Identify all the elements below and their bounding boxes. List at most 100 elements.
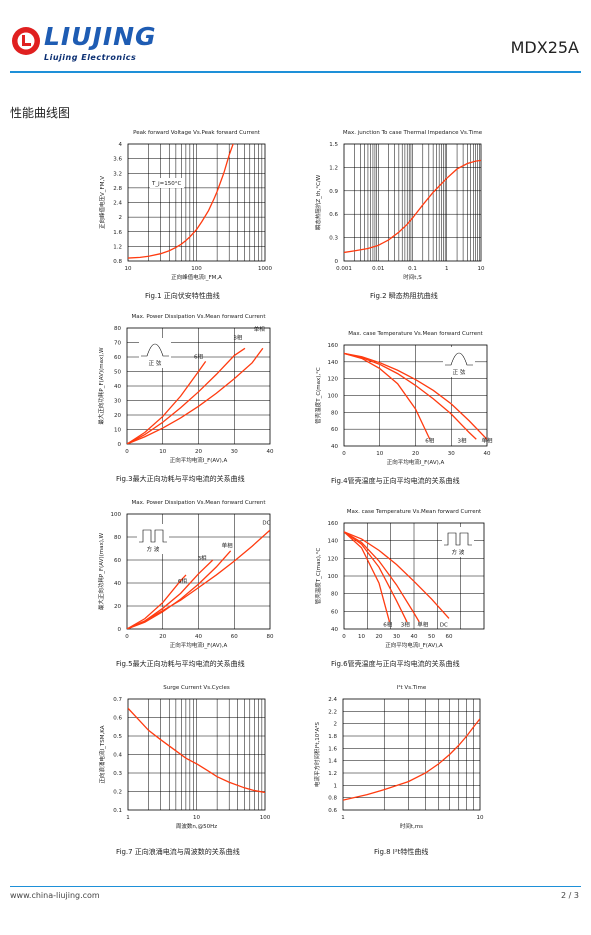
x-tick-label: 100 bbox=[191, 266, 202, 272]
x-tick-label: 80 bbox=[267, 634, 274, 640]
y-tick-label: 0 bbox=[118, 627, 122, 633]
y-tick-label: 0.4 bbox=[113, 753, 122, 759]
plot-frame bbox=[342, 698, 481, 811]
x-tick-label: 10 bbox=[376, 451, 383, 457]
x-axis-label: 正向平均电流I_F(AV),A bbox=[387, 458, 445, 466]
chart-title: I²t Vs.Time bbox=[397, 684, 427, 691]
series-line-6相 bbox=[127, 574, 187, 629]
y-tick-label: 30 bbox=[114, 399, 121, 405]
x-tick-label: 0.1 bbox=[408, 266, 417, 272]
y-tick-label: 80 bbox=[331, 592, 338, 598]
y-tick-label: 100 bbox=[111, 512, 122, 518]
x-axis-label: 时间t,S bbox=[403, 273, 422, 281]
company-logo: LIUJING Liujing Electronics bbox=[10, 22, 156, 63]
series-label: 单相 bbox=[254, 325, 266, 333]
footer-divider bbox=[10, 886, 581, 887]
x-tick-label: 40 bbox=[195, 634, 202, 640]
chart-title: Surge Current Vs.Cycles bbox=[163, 685, 230, 691]
x-tick-label: 10 bbox=[358, 634, 365, 640]
y-tick-label: 3.6 bbox=[113, 157, 122, 163]
y-axis-label: 最大正向功耗P_F(AV)(max),W bbox=[97, 347, 105, 425]
y-tick-label: 2.4 bbox=[328, 697, 337, 703]
y-tick-label: 1.2 bbox=[113, 244, 122, 250]
series-label: DC bbox=[440, 622, 448, 628]
series-label: 6相 bbox=[178, 577, 187, 585]
y-tick-label: 0.6 bbox=[113, 716, 122, 722]
y-tick-label: 40 bbox=[114, 384, 121, 390]
brand-name: LIUJING bbox=[44, 22, 157, 51]
x-tick-label: 10 bbox=[193, 815, 200, 821]
section-title: 性能曲线图 bbox=[10, 106, 71, 120]
y-axis-label: 正向浪涌电流I_TSM,KA bbox=[98, 725, 106, 783]
series-line-单相 bbox=[127, 347, 264, 444]
chart-title: Peak forward Voltage Vs.Peak forward Cur… bbox=[133, 130, 261, 136]
series-line-6相 bbox=[127, 360, 207, 444]
x-tick-label: 40 bbox=[484, 451, 491, 457]
series-line-6相 bbox=[344, 531, 391, 623]
y-tick-label: 2.8 bbox=[113, 186, 122, 192]
x-tick-label: 0.01 bbox=[372, 266, 384, 272]
y-tick-label: 2 bbox=[119, 215, 123, 221]
y-tick-label: 3.2 bbox=[113, 171, 122, 177]
y-tick-label: 0.8 bbox=[328, 796, 337, 802]
y-tick-label: 80 bbox=[331, 410, 338, 416]
y-axis-label: 正向峰值电压V_FM,V bbox=[98, 176, 106, 229]
y-tick-label: 140 bbox=[328, 360, 339, 366]
y-tick-label: 1 bbox=[334, 783, 338, 789]
waveform-inset: 正 弦 bbox=[139, 338, 171, 368]
waveform-label: 方 波 bbox=[147, 545, 160, 553]
x-axis-label: 正向平均电流I_F(AV),A bbox=[385, 641, 443, 649]
series-line bbox=[343, 718, 480, 801]
figure-caption: Fig.2 瞬态热阻抗曲线 bbox=[370, 292, 438, 300]
x-tick-label: 0 bbox=[125, 449, 129, 455]
y-tick-label: 0.3 bbox=[329, 236, 338, 242]
series-line bbox=[128, 707, 265, 794]
y-tick-label: 1.8 bbox=[328, 734, 337, 740]
gridlines bbox=[128, 144, 265, 261]
y-tick-label: 70 bbox=[114, 341, 121, 347]
footer-url[interactable]: www.china-liujing.com bbox=[10, 891, 100, 900]
y-tick-label: 1.4 bbox=[328, 759, 337, 765]
series-label: 单相 bbox=[222, 541, 234, 549]
y-tick-label: 80 bbox=[114, 535, 121, 541]
y-tick-label: 2 bbox=[334, 722, 338, 728]
chart-title: Max. Power Dissipation Vs.Mean forward C… bbox=[131, 500, 266, 506]
series-line-6相 bbox=[344, 352, 431, 440]
y-tick-label: 2.4 bbox=[113, 201, 122, 207]
y-axis-label: 电流平方时间积I²t,10³A²S bbox=[313, 722, 321, 787]
x-tick-label: 40 bbox=[411, 634, 418, 640]
x-tick-label: 60 bbox=[446, 634, 453, 640]
figure-caption: Fig.3最大正向功耗与平均电流的关系曲线 bbox=[116, 475, 245, 483]
waveform-label: 方 波 bbox=[452, 548, 465, 556]
y-tick-label: 20 bbox=[114, 604, 121, 610]
x-axis-label: 正向峰值电流I_FM,A bbox=[171, 273, 222, 281]
x-tick-label: 30 bbox=[393, 634, 400, 640]
y-tick-label: 4 bbox=[119, 142, 123, 148]
chart-annotation: T_j=150°C bbox=[151, 181, 181, 187]
y-tick-label: 140 bbox=[328, 539, 339, 545]
logo-mark-icon bbox=[12, 27, 40, 55]
series-line-3相 bbox=[127, 347, 246, 444]
x-tick-label: 1 bbox=[341, 815, 345, 821]
y-tick-label: 80 bbox=[114, 326, 121, 332]
chart-title: Max. junction To case Thermal Impedance … bbox=[343, 130, 483, 136]
series-label: 单相 bbox=[417, 620, 429, 628]
waveform-label: 正 弦 bbox=[149, 359, 162, 367]
x-tick-label: 50 bbox=[428, 634, 435, 640]
series-line-单相 bbox=[127, 550, 232, 629]
y-tick-label: 0.3 bbox=[113, 771, 122, 777]
y-tick-label: 20 bbox=[114, 413, 121, 419]
gridlines bbox=[343, 699, 480, 810]
series-line-DC bbox=[344, 531, 450, 619]
series-label: 3相 bbox=[401, 620, 410, 628]
y-tick-label: 1.6 bbox=[113, 230, 122, 236]
y-axis-label: 管壳温度T_C(max),°C bbox=[314, 367, 322, 424]
y-tick-label: 40 bbox=[331, 444, 338, 450]
series-label: 单相 bbox=[481, 437, 493, 445]
x-tick-label: 1 bbox=[126, 815, 130, 821]
model-number: MDX25A bbox=[510, 38, 579, 57]
